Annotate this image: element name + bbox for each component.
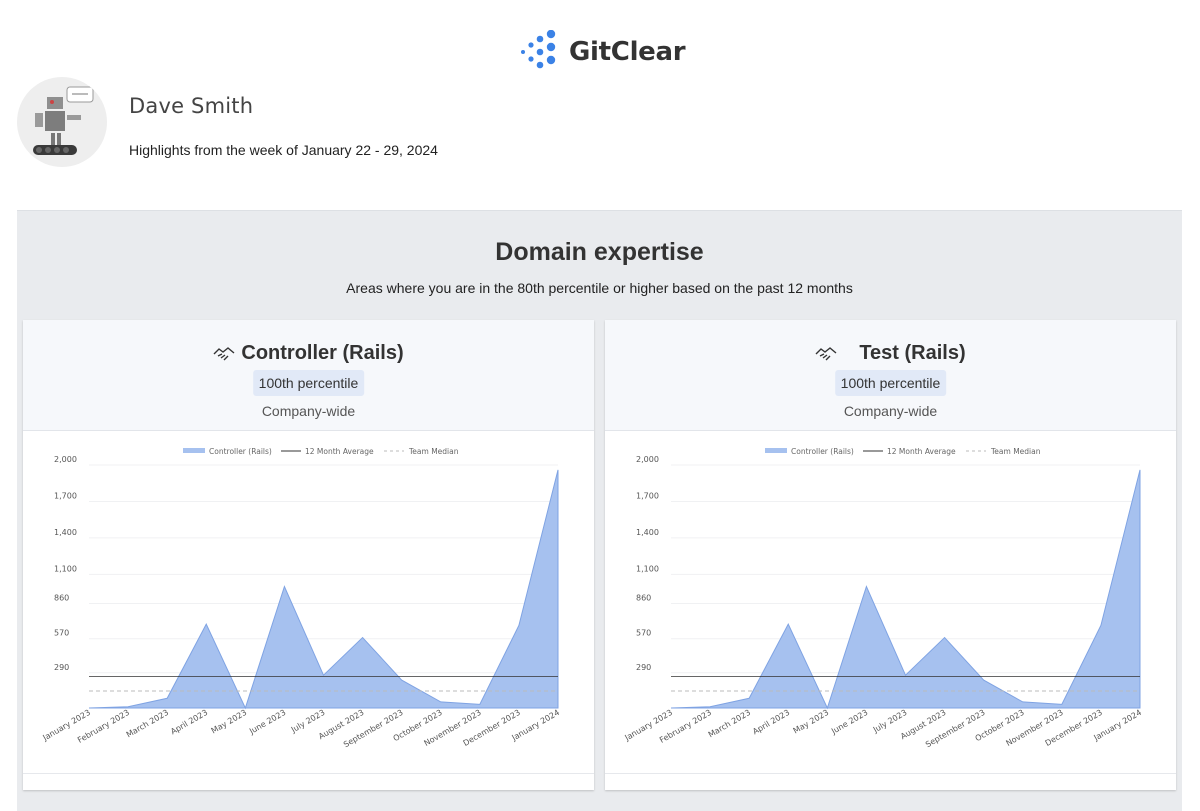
x-tick-label: June 2023 [247, 708, 287, 736]
domain-card-test: Test (Rails) 100th percentile Company-wi… [605, 320, 1176, 790]
scope-label: Company-wide [261, 403, 356, 419]
y-tick-label: 2,000 [636, 455, 659, 464]
legend-label-median: Team Median [408, 447, 459, 456]
y-tick-label: 1,700 [636, 491, 659, 500]
area-chart: Controller (Rails) 12 Month Average Team M… [623, 447, 1143, 749]
y-tick-label: 570 [54, 629, 69, 638]
y-tick-label: 1,700 [54, 491, 77, 500]
scope-label: Company-wide [843, 403, 938, 419]
y-tick-label: 1,400 [636, 528, 659, 537]
x-tick-label: June 2023 [829, 708, 869, 736]
y-tick-label: 290 [54, 663, 69, 672]
y-tick-label: 1,400 [54, 528, 77, 537]
legend-label-series: Controller (Rails) [791, 447, 854, 456]
legend-label-average: 12 Month Average [305, 447, 374, 456]
x-tick-label: May 2023 [792, 708, 831, 736]
brand-name: GitClear [569, 37, 686, 67]
avatar [17, 77, 107, 167]
percentile-badge: 100th percentile [252, 370, 365, 396]
y-tick-label: 1,100 [54, 564, 77, 573]
domain-expertise-panel: Domain expertise Areas where you are in … [17, 210, 1182, 811]
legend-label-series: Controller (Rails) [209, 447, 272, 456]
y-tick-label: 290 [636, 663, 651, 672]
legend-swatch-series [183, 448, 205, 453]
series-area [670, 469, 1141, 710]
x-tick-label: April 2023 [169, 708, 209, 736]
y-tick-label: 860 [54, 594, 69, 603]
series-area [88, 469, 559, 710]
card-title: Controller (Rails) [23, 342, 594, 365]
section-title: Domain expertise [495, 238, 704, 266]
y-tick-label: 860 [636, 594, 651, 603]
section-subtitle: Areas where you are in the 80th percenti… [346, 280, 853, 296]
handshake-icon [213, 347, 235, 361]
legend-swatch-series [765, 448, 787, 453]
area-chart: Controller (Rails) 12 Month Average Team M… [41, 447, 561, 749]
x-tick-label: May 2023 [210, 708, 249, 736]
y-tick-label: 2,000 [54, 455, 77, 464]
robot-avatar-icon [33, 86, 94, 155]
user-name: Dave Smith [129, 94, 254, 118]
logo-dots-icon [521, 30, 556, 69]
x-tick-label: April 2023 [751, 708, 791, 736]
card-footer-divider [605, 773, 1176, 774]
card-footer-divider [23, 773, 594, 774]
legend-label-average: 12 Month Average [887, 447, 956, 456]
card-header: Test (Rails) 100th percentile Company-wi… [605, 320, 1176, 431]
gitclear-logo[interactable]: GitClear [519, 30, 686, 74]
x-tick-label: March 2023 [707, 708, 752, 739]
card-header: Controller (Rails) 100th percentile Comp… [23, 320, 594, 431]
y-tick-label: 1,100 [636, 564, 659, 573]
card-title-text: Controller (Rails) [241, 342, 404, 364]
card-title: Test (Rails) [605, 342, 1176, 365]
highlights-subtitle: Highlights from the week of January 22 -… [129, 142, 438, 158]
legend-label-median: Team Median [990, 447, 1041, 456]
y-tick-label: 570 [636, 629, 651, 638]
card-title-text: Test (Rails) [859, 342, 966, 364]
handshake-icon [815, 347, 837, 361]
percentile-badge: 100th percentile [834, 370, 947, 396]
x-tick-label: March 2023 [125, 708, 170, 739]
domain-card-controller: Controller (Rails) 100th percentile Comp… [23, 320, 594, 790]
